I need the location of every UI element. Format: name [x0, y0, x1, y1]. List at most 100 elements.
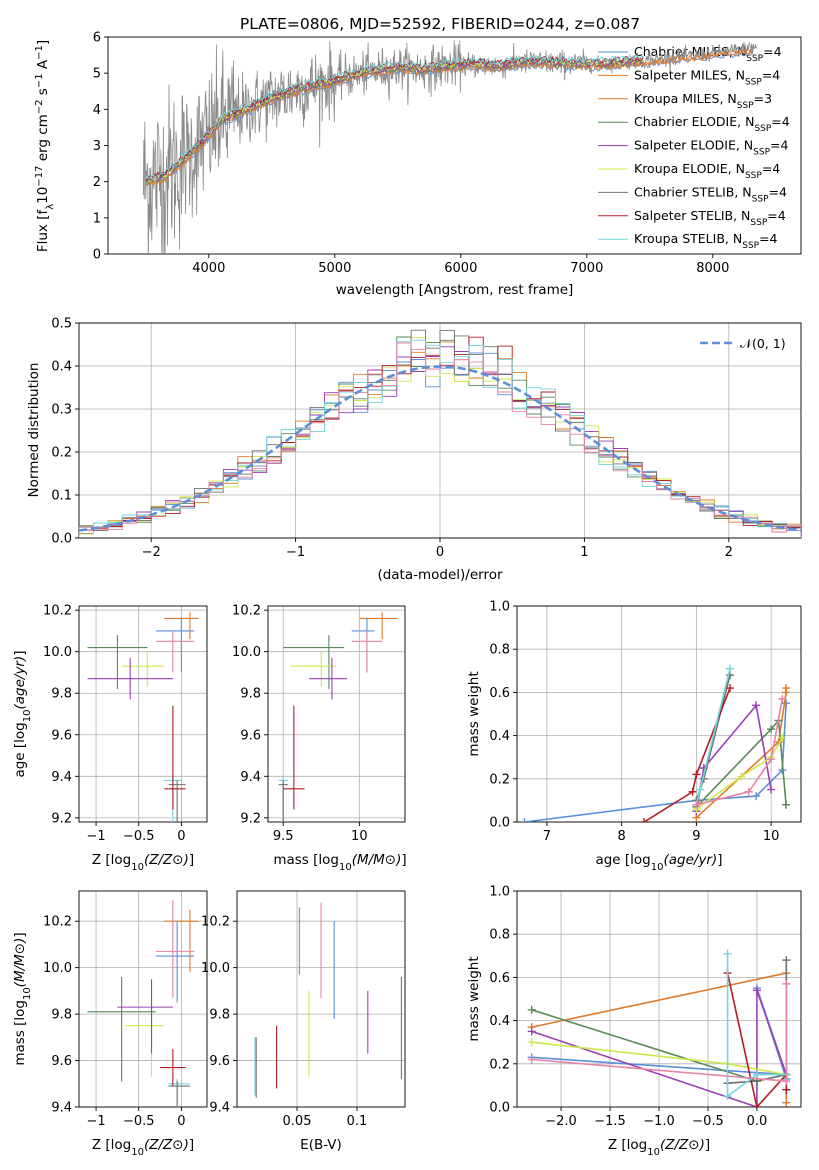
weight-vs-Z-ytick-label: 1.0	[489, 885, 510, 900]
legend-name: Kroupa ELODIE, N	[634, 161, 745, 176]
legend-entry: Kroupa ELODIE, NSSP=4	[634, 161, 780, 181]
legend-entry: Chabrier ELODIE, NSSP=4	[634, 114, 790, 134]
mass-vs-ebv-ytick-label: 9.4	[209, 1101, 230, 1116]
weight-marker	[778, 694, 787, 703]
spectrum-ytick-label: 0	[93, 248, 101, 263]
mass-vs-ebv-panel: 0.05 0.1 9.4 9.6 9.8 10.0 10.2 E(B-V)	[201, 890, 406, 1153]
mass-vs-Z-xlabel-part: Z [log	[92, 1137, 131, 1153]
weight-vs-age-ytick-label: 1.0	[489, 600, 510, 615]
age-vs-mass-xtick-label: 9.5	[273, 829, 294, 844]
mass-vs-Z-frame	[78, 890, 208, 1108]
mass-vs-ebv-axes: 0.05 0.1 9.4 9.6 9.8 10.0 10.2 E(B-V)	[201, 890, 406, 1153]
weight-marker	[782, 1098, 791, 1107]
spectrum-ytick-label: 4	[93, 103, 101, 118]
mass-vs-Z-ytick-label: 10.2	[43, 915, 72, 930]
figure-title: PLATE=0806, MJD=52592, FIBERID=0244, z=0…	[240, 15, 640, 33]
legend-name: Salpeter ELODIE, N	[634, 138, 753, 153]
weight-vs-Z-xtick-label: 0.0	[747, 1114, 768, 1129]
weight-marker	[752, 701, 761, 710]
legend-name: Kroupa MILES, N	[634, 91, 737, 106]
age-vs-Z-ylabel-part: (age/yr)	[12, 656, 28, 710]
age-vs-Z-xlabel-sub: 10	[131, 862, 144, 873]
weight-marker	[527, 1027, 536, 1036]
residuals-xtick-label: 2	[725, 545, 733, 560]
residuals-ytick-label: 0.0	[51, 532, 72, 547]
residuals-ytick-label: 0.4	[51, 360, 72, 375]
weight-marker	[782, 1085, 791, 1094]
spectrum-ytick-label: 6	[93, 31, 101, 46]
normal-curve	[79, 365, 801, 532]
legend-sub: SSP	[750, 218, 767, 228]
legend-name: Kroupa STELIB, N	[634, 231, 742, 246]
age-vs-mass-xlabel-part: (M/M⊙)	[352, 852, 402, 868]
mass-vs-ebv-ytick-label: 10.2	[201, 915, 230, 930]
legend-entry: Salpeter MILES, NSSP=4	[634, 67, 780, 87]
weight-marker	[723, 1092, 732, 1101]
mass-vs-ebv-xlabel: E(B-V)	[300, 1137, 342, 1153]
residuals-ylabel: Normed distribution	[26, 363, 42, 498]
age-vs-Z-ytick-label: 9.4	[51, 770, 72, 785]
weight-marker	[737, 772, 746, 781]
age-vs-mass-ytick-label: 9.8	[240, 687, 261, 702]
age-vs-Z-ytick-label: 9.2	[51, 811, 72, 826]
legend-name: Salpeter MILES, N	[634, 67, 745, 82]
legend-n: =4	[763, 44, 781, 59]
weight-vs-Z-xlabel-part: ]	[705, 1137, 710, 1153]
weight-vs-Z-axes: −2.0 −1.5 −1.0 −0.5 0.0 0.0 0.2 0.4 0.6 0.8 1.0 mas…	[466, 885, 802, 1158]
legend-sub: SSP	[745, 77, 762, 87]
legend-entry: 𝒩(0, 1)	[740, 336, 786, 351]
age-vs-mass-xlabel-part: mass [log	[273, 852, 339, 868]
weight-marker	[782, 684, 791, 693]
spectrum-ylabel-part: −17	[34, 166, 45, 187]
mass-vs-Z-panel: −1 −0.5 09.49.69.810.010.2Z [log10(Z/Z⊙)]m…	[12, 890, 208, 1158]
age-vs-Z-axes: −1 −0.5 09.29.49.69.810.010.2Z [log10(Z/Z⊙…	[12, 604, 208, 873]
legend-n: =4	[759, 231, 777, 246]
weight-marker	[767, 755, 776, 764]
age-vs-Z-panel: −1 −0.5 09.29.49.69.810.010.2Z [log10(Z/Z⊙…	[12, 604, 208, 873]
weight-vs-Z-ytick-label: 0.4	[489, 1014, 510, 1029]
spectrum-ylabel-part: 10	[35, 187, 51, 204]
spectrum-plot	[142, 40, 757, 254]
spectrum-data-line	[142, 40, 757, 254]
weight-vs-age-xlabel-part: age [log	[595, 852, 650, 868]
residuals-xtick-label: 0	[436, 545, 444, 560]
mass-vs-Z-ylabel: mass [log10(M/M⊙)]	[12, 932, 33, 1065]
weight-marker	[782, 956, 791, 965]
age-vs-Z-grid	[79, 606, 207, 822]
mass-vs-Z-ylabel-part: ]	[12, 932, 28, 937]
spectrum-xtick-label: 6000	[444, 261, 477, 276]
legend-name: Chabrier STELIB, N	[634, 184, 752, 199]
age-vs-mass-plot	[278, 612, 398, 822]
weight-line	[696, 698, 784, 806]
spectrum-xtick-label: 8000	[696, 261, 729, 276]
weight-line	[524, 703, 787, 822]
weight-vs-age-xtick-label: 10	[763, 829, 780, 844]
weight-line	[726, 953, 787, 1098]
age-vs-Z-ytick-label: 9.8	[51, 687, 72, 702]
legend-sub: SSP	[745, 171, 762, 181]
legend-entry: Salpeter STELIB, NSSP=4	[634, 208, 786, 228]
mass-vs-Z-ytick-label: 9.6	[51, 1054, 72, 1069]
legend-name: Salpeter STELIB, N	[634, 208, 750, 223]
weight-vs-Z-ytick-label: 0.0	[489, 1101, 510, 1116]
weight-marker	[744, 787, 753, 796]
weight-marker	[527, 1055, 536, 1064]
weight-vs-Z-ytick-label: 0.6	[489, 971, 510, 986]
legend-sub: SSP	[742, 241, 759, 251]
residuals-axes: −2 −1 0 1 2 0.0 0.1 0.2 0.3 0.4 0.5 𝒩(0, 1) (data-mo…	[26, 317, 802, 583]
age-vs-Z-ylabel-part: age [log	[12, 722, 28, 777]
age-vs-Z-ylabel: age [log10(age/yr)]	[12, 650, 33, 777]
spectrum-model-line	[145, 53, 644, 179]
weight-vs-age-xtick-label: 7	[543, 829, 551, 844]
legend-n: =3	[754, 91, 772, 106]
weight-marker	[520, 818, 529, 822]
spectrum-ytick-label: 3	[93, 139, 101, 154]
spectrum-ylabel-part: A	[35, 59, 51, 73]
mass-vs-Z-axes: −1 −0.5 09.49.69.810.010.2Z [log10(Z/Z⊙)]m…	[12, 890, 208, 1158]
spectrum-model-line	[145, 56, 644, 183]
weight-vs-Z-xlabel-part: Z [log	[608, 1137, 647, 1153]
weight-vs-age-plot	[520, 664, 791, 822]
age-vs-mass-xlabel-sub: 10	[339, 862, 352, 873]
weight-marker	[692, 770, 701, 779]
